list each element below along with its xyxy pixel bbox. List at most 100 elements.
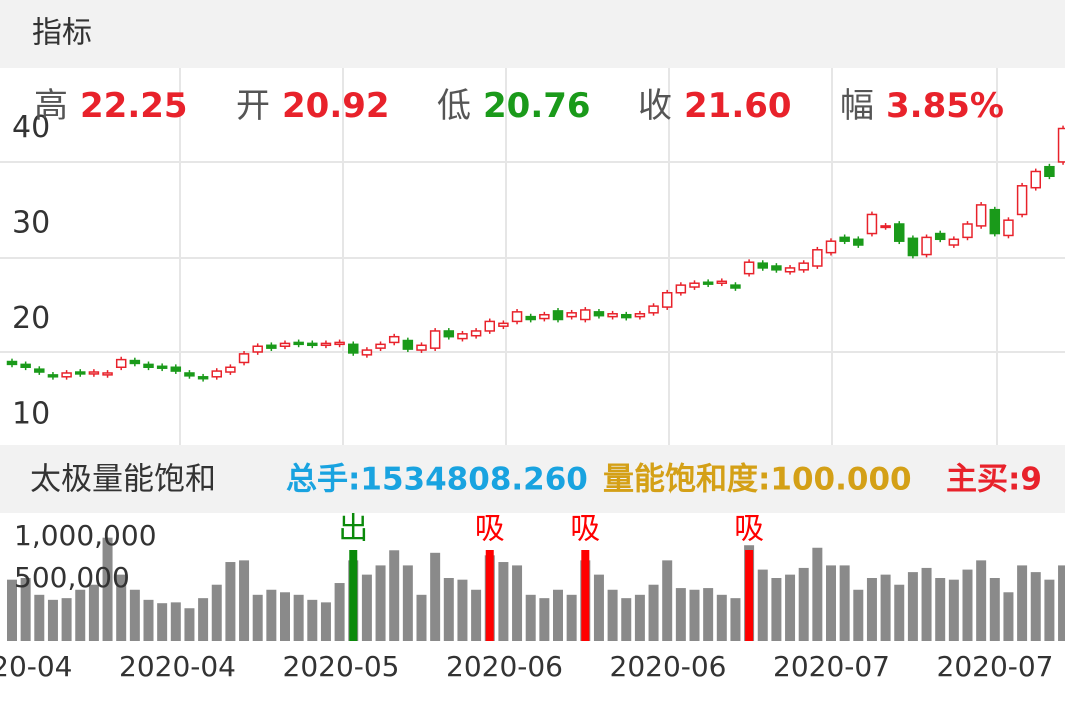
candle-body xyxy=(335,342,344,344)
candle-body xyxy=(76,372,85,374)
candle-body xyxy=(758,263,767,268)
candle-body xyxy=(144,364,153,367)
candle-body xyxy=(21,364,30,367)
signal-label: 吸 xyxy=(570,512,600,547)
candle-body xyxy=(717,281,726,283)
volume-bar xyxy=(703,588,713,641)
candle-body xyxy=(895,224,904,241)
volume-bar xyxy=(75,590,85,641)
volume-bar xyxy=(608,590,618,641)
quote-label: 开 xyxy=(236,86,270,126)
candle-body xyxy=(417,345,426,350)
quote-item: 开 20.92 xyxy=(236,86,390,126)
volume-bar xyxy=(785,575,795,641)
candle-body xyxy=(103,373,112,375)
volume-bar xyxy=(457,580,467,641)
volume-bar xyxy=(335,583,345,641)
candle-body xyxy=(881,226,890,228)
volume-bar xyxy=(662,560,672,641)
volume-bar xyxy=(157,603,167,641)
candle-body xyxy=(226,367,235,372)
candle-body xyxy=(8,362,17,365)
candle-body xyxy=(690,283,699,287)
candle-body xyxy=(1031,171,1040,187)
volume-bar xyxy=(676,588,686,641)
candle-body xyxy=(963,224,972,237)
volume-bar xyxy=(144,600,154,641)
candle-body xyxy=(499,323,508,326)
volume-bar xyxy=(266,590,276,641)
volume-bar xyxy=(512,565,522,641)
signal-label: 出 xyxy=(338,512,368,547)
volume-bar xyxy=(1058,565,1065,641)
volume-bar xyxy=(553,590,563,641)
volume-bar xyxy=(567,595,577,641)
candle-body xyxy=(731,285,740,288)
volume-bar xyxy=(949,580,959,641)
indicator-title: 太极量能饱和 xyxy=(30,462,216,498)
candle-body xyxy=(977,205,986,226)
candle-body xyxy=(240,354,249,363)
signal-label: 吸 xyxy=(475,512,505,547)
volume-bar xyxy=(48,600,58,641)
candle-body xyxy=(89,372,98,374)
quote-label: 幅 xyxy=(840,86,874,126)
candle-body xyxy=(48,375,57,377)
quote-value: 20.76 xyxy=(483,86,591,126)
signal-bar xyxy=(581,550,589,641)
indicator-item: 总手:1534808.260 xyxy=(286,462,588,498)
volume-bar xyxy=(225,562,235,641)
candle-body xyxy=(554,311,563,320)
volume-bar xyxy=(1003,592,1013,641)
volume-bar xyxy=(894,585,904,641)
candle-body xyxy=(922,237,931,254)
candle-body xyxy=(867,214,876,233)
y-tick-label: 500,000 xyxy=(14,561,130,594)
volume-bar xyxy=(963,570,973,641)
candle-body xyxy=(594,312,603,316)
candle-body xyxy=(185,373,194,376)
x-tick-label: 2020-07 xyxy=(937,650,1054,683)
volume-bar xyxy=(690,590,700,641)
candle-body xyxy=(158,366,167,368)
candle-body xyxy=(827,241,836,252)
volume-bar xyxy=(198,598,208,641)
volume-bar xyxy=(171,602,181,641)
signal-bar xyxy=(745,550,753,641)
volume-bar xyxy=(1044,580,1054,641)
candle-body xyxy=(540,315,549,319)
volume-bar xyxy=(826,565,836,641)
quote-label: 高 xyxy=(34,86,68,126)
candle-body xyxy=(608,314,617,317)
volume-bar xyxy=(621,598,631,641)
quote-value: 20.92 xyxy=(282,86,390,126)
candle-body xyxy=(485,321,494,331)
candle-body xyxy=(62,373,71,377)
volume-bar xyxy=(649,585,659,641)
candle-body xyxy=(376,344,385,348)
candle-body xyxy=(799,263,808,270)
candle-body xyxy=(431,331,440,348)
candle-body xyxy=(513,312,522,322)
candle-body xyxy=(362,350,371,355)
candle-body xyxy=(908,238,917,255)
x-tick-label: 2020-06 xyxy=(610,650,727,683)
volume-bar xyxy=(498,562,508,641)
volume-bar xyxy=(935,578,945,641)
volume-bar xyxy=(307,600,317,641)
volume-bar xyxy=(635,595,645,641)
x-tick-label: 2020-07 xyxy=(773,650,890,683)
candle-body xyxy=(622,315,631,318)
candle-body xyxy=(567,313,576,317)
volume-bar xyxy=(526,595,536,641)
header-title: 指标 xyxy=(32,16,92,51)
candle-body xyxy=(990,210,999,234)
candle-body xyxy=(745,262,754,273)
candle-body xyxy=(936,234,945,240)
volume-bar xyxy=(976,560,986,641)
